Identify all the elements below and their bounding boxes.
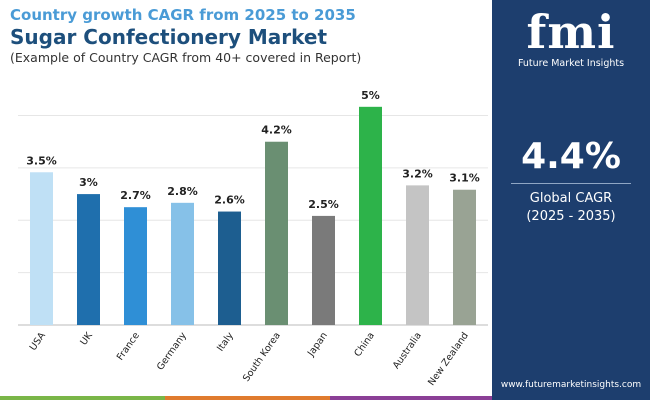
chart-supertitle: Country growth CAGR from 2025 to 2035 [10, 6, 356, 24]
chart-header: Country growth CAGR from 2025 to 2035 Su… [10, 6, 361, 66]
x-tick-label: UK [78, 330, 95, 348]
chart-title: Sugar Confectionery Market [10, 25, 328, 49]
data-label: 2.7% [120, 189, 151, 202]
data-label: 5% [361, 89, 380, 102]
bottom-bar-segment [0, 396, 165, 400]
bar-italy [218, 211, 241, 325]
bar-new-zealand [453, 189, 476, 325]
website-link[interactable]: www.futuremarketinsights.com [500, 380, 642, 390]
bottom-bar-segment [165, 396, 330, 400]
bar-japan [312, 215, 335, 325]
x-tick-label: Australia [391, 330, 424, 371]
data-label: 2.8% [167, 185, 198, 198]
x-tick-label: USA [28, 330, 49, 353]
global-cagr-value: 4.4% [521, 136, 621, 177]
data-label: 4.2% [261, 124, 292, 137]
bar-usa [30, 172, 53, 325]
global-cagr-period: (2025 - 2035) [526, 209, 616, 224]
x-tick-label: Italy [215, 330, 236, 354]
x-tick-label: France [115, 330, 142, 362]
bar-australia [406, 185, 429, 325]
x-tick-label: Germany [155, 330, 189, 372]
bar-france [124, 207, 147, 325]
bar-germany [171, 202, 194, 325]
data-label: 3.1% [449, 172, 480, 185]
data-label: 3% [79, 176, 98, 189]
bottom-bar-segment [330, 396, 492, 400]
data-label: 2.5% [308, 198, 339, 211]
global-cagr-box: 4.4% Global CAGR (2025 - 2035) [492, 135, 650, 226]
logo-mark: fmi [526, 5, 616, 59]
data-label: 2.6% [214, 194, 245, 207]
data-label: 3.2% [402, 167, 433, 180]
bar-uk [77, 194, 100, 325]
bar-south-korea [265, 141, 288, 325]
cagr-divider [511, 183, 631, 184]
bar-chart-svg: 3.5% USA 3% UK 2.7% France 2.8% Germany 2.6% Ital… [18, 89, 488, 388]
x-tick-label: China [352, 330, 377, 359]
chart-subtitle: (Example of Country CAGR from 40+ covere… [10, 50, 362, 65]
x-tick-label: New Zealand [426, 330, 471, 387]
bar-chart: 3.5% USA 3% UK 2.7% France 2.8% Germany 2.6% Ital… [0, 75, 492, 395]
global-cagr-label: Global CAGR [529, 191, 613, 206]
bar-china [359, 106, 382, 326]
x-tick-label: South Korea [241, 330, 283, 383]
data-label: 3.5% [26, 154, 57, 167]
sidebar-panel: fmi Future Market Insights 4.4% Global C… [492, 0, 650, 400]
logo-caption: Future Market Insights [517, 58, 625, 69]
bottom-color-bar [0, 396, 492, 400]
x-tick-label: Japan [305, 330, 330, 359]
fmi-logo: fmi Future Market Insights [492, 8, 650, 69]
